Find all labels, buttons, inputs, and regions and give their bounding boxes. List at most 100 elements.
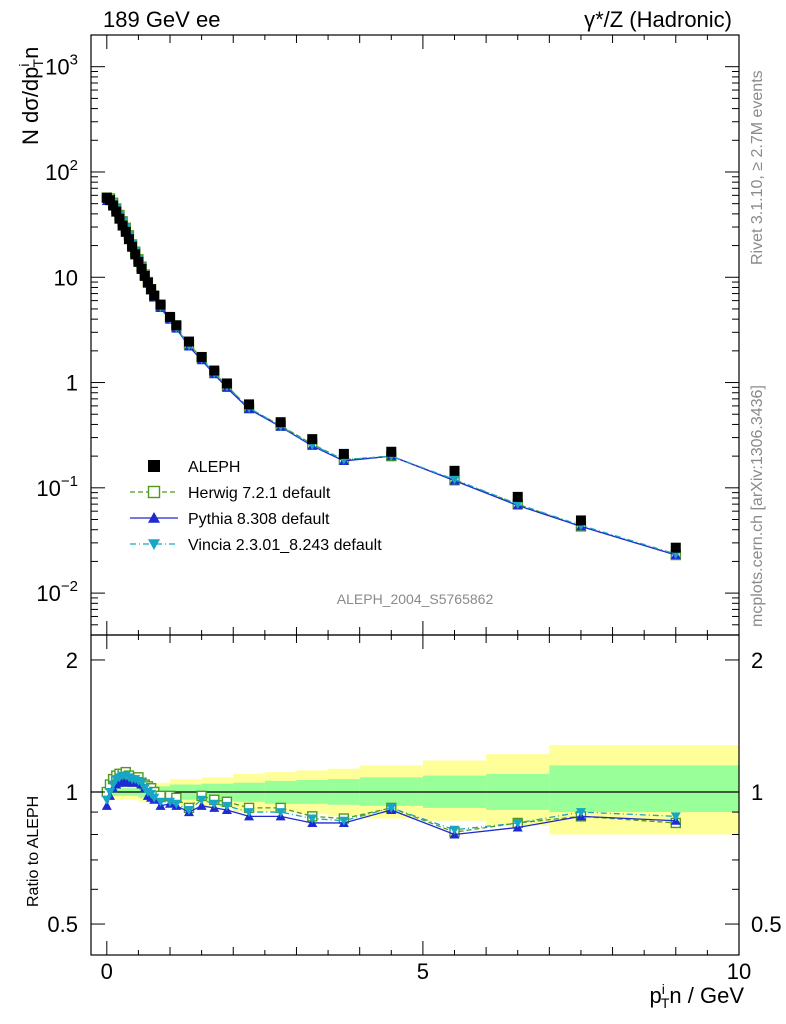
legend-marker-1 bbox=[147, 485, 161, 499]
xtick-label-0: 0 bbox=[101, 959, 113, 984]
ratio-point-2-15 bbox=[149, 793, 160, 803]
main-y-label: N dσ/dpiTn bbox=[16, 47, 46, 145]
main-ytick-exp: 3 bbox=[70, 52, 78, 69]
main-point-3-10 bbox=[133, 256, 144, 267]
main-ytick-label-0: 10−2 bbox=[36, 578, 78, 606]
main-point-3-21 bbox=[209, 365, 220, 376]
main-point-3-6 bbox=[120, 226, 131, 237]
legend: ALEPH Herwig 7.2.1 default Pythia 8.308 de… bbox=[130, 459, 382, 554]
ratio-point-2-11 bbox=[136, 778, 147, 788]
main-ytick-label-5: 103 bbox=[45, 52, 78, 80]
main-y-label-tail: n bbox=[18, 47, 43, 59]
ratio-point-2-24 bbox=[275, 808, 286, 818]
main-point-3-2 bbox=[108, 200, 119, 211]
mcplots-label: mcplots.cern.ch [arXiv:1306.3436] bbox=[749, 385, 766, 627]
main-point-3-22 bbox=[221, 378, 232, 389]
main-point-3-31 bbox=[670, 542, 681, 553]
main-series-1 bbox=[101, 196, 681, 560]
ratio-ytick-label-right-2: 2 bbox=[751, 648, 763, 673]
main-point-3-12 bbox=[139, 270, 150, 281]
ratio-ytick-label-right-0: 0.5 bbox=[751, 912, 782, 937]
ratio-point-2-29 bbox=[512, 818, 523, 828]
ratio-point-1-0 bbox=[101, 800, 112, 810]
main-y-label-sub: T bbox=[30, 58, 46, 67]
main-point-3-1 bbox=[104, 195, 115, 206]
main-point-3-5 bbox=[117, 220, 128, 231]
main-point-3-4 bbox=[114, 213, 125, 224]
ratio-point-2-21 bbox=[209, 799, 220, 809]
legend-label-0: ALEPH bbox=[188, 459, 240, 476]
main-series-2 bbox=[101, 195, 681, 560]
main-ytick-base: 10 bbox=[36, 476, 60, 501]
main-point-3-8 bbox=[127, 241, 138, 252]
main-ytick-base: 1 bbox=[66, 371, 78, 396]
main-ytick-base: 10 bbox=[54, 265, 78, 290]
main-point-3-19 bbox=[183, 336, 194, 347]
main-ytick-base: 10 bbox=[45, 160, 69, 185]
main-ytick-label-4: 102 bbox=[45, 157, 78, 185]
xtick-label-2: 10 bbox=[727, 959, 751, 984]
main-point-3-7 bbox=[123, 234, 134, 245]
xtick-label-1: 5 bbox=[417, 959, 429, 984]
ratio-point-2-19 bbox=[183, 805, 194, 815]
ratio-frame bbox=[90, 634, 740, 956]
ratio-point-2-20 bbox=[196, 795, 207, 805]
x-axis-label: pi Tn / GeV bbox=[649, 981, 744, 1011]
main-series-3 bbox=[101, 192, 681, 553]
main-ytick-base: 10 bbox=[45, 55, 69, 80]
ratio-point-2-28 bbox=[449, 825, 460, 835]
main-ytick-exp: 2 bbox=[70, 157, 78, 174]
main-point-3-16 bbox=[155, 299, 166, 310]
main-ytick-label-1: 10−1 bbox=[36, 473, 78, 501]
main-point-3-28 bbox=[449, 465, 460, 476]
ratio-ytick-label-right-1: 1 bbox=[751, 780, 763, 805]
legend-item-0: ALEPH bbox=[148, 459, 240, 476]
ratio-y-label: Ratio to ALEPH bbox=[25, 796, 42, 907]
legend-item-3: Vincia 2.3.01_8.243 default bbox=[130, 537, 382, 554]
green-band-11 bbox=[549, 765, 739, 813]
main-point-2-29 bbox=[512, 500, 523, 510]
ratio-ytick-label-2: 2 bbox=[66, 648, 78, 673]
ratio-plot-area bbox=[91, 744, 739, 839]
main-ytick-base: 10 bbox=[36, 581, 60, 606]
legend-label-3: Vincia 2.3.01_8.243 default bbox=[188, 537, 382, 554]
legend-label-1: Herwig 7.2.1 default bbox=[188, 485, 331, 502]
main-plot-area bbox=[101, 192, 681, 561]
main-point-3-25 bbox=[307, 434, 318, 445]
ratio-point-2-27 bbox=[386, 803, 397, 813]
ratio-point-2-23 bbox=[244, 808, 255, 818]
rivet-label: Rivet 3.1.10, ≥ 2.7M events bbox=[749, 70, 766, 265]
x-label-tail: n / GeV bbox=[669, 983, 744, 1008]
ratio-point-2-1 bbox=[104, 788, 115, 798]
ratio-ytick-label-0: 0.5 bbox=[47, 912, 78, 937]
main-point-2-28 bbox=[449, 475, 460, 485]
ratio-point-2-22 bbox=[221, 801, 232, 811]
ratio-point-2-18 bbox=[171, 799, 182, 809]
ratio-point-2-31 bbox=[670, 812, 681, 822]
main-ytick-exp: −1 bbox=[61, 473, 78, 490]
main-ytick-label-3: 10 bbox=[54, 265, 78, 290]
ratio-ytick-label-1: 1 bbox=[66, 780, 78, 805]
main-point-3-15 bbox=[149, 290, 160, 301]
ratio-point-1-20 bbox=[196, 800, 207, 810]
legend-label-2: Pythia 8.308 default bbox=[188, 511, 330, 528]
main-ytick-exp: −2 bbox=[61, 578, 78, 595]
main-point-3-17 bbox=[165, 311, 176, 322]
main-point-3-30 bbox=[575, 515, 586, 526]
main-point-3-20 bbox=[196, 351, 207, 362]
x-label-text: p bbox=[649, 983, 661, 1008]
legend-marker-2 bbox=[148, 512, 160, 523]
main-point-3-29 bbox=[512, 491, 523, 502]
ratio-point-2-16 bbox=[155, 797, 166, 807]
ratio-point-2-0 bbox=[101, 795, 112, 805]
left-title: 189 GeV ee bbox=[103, 7, 220, 32]
main-point-3-23 bbox=[244, 399, 255, 410]
main-point-3-27 bbox=[386, 446, 397, 457]
legend-marker-0 bbox=[148, 460, 160, 472]
main-series-0 bbox=[101, 192, 681, 561]
ratio-point-2-25 bbox=[307, 814, 318, 824]
right-title: γ*/Z (Hadronic) bbox=[584, 7, 732, 32]
main-point-3-24 bbox=[275, 417, 286, 428]
